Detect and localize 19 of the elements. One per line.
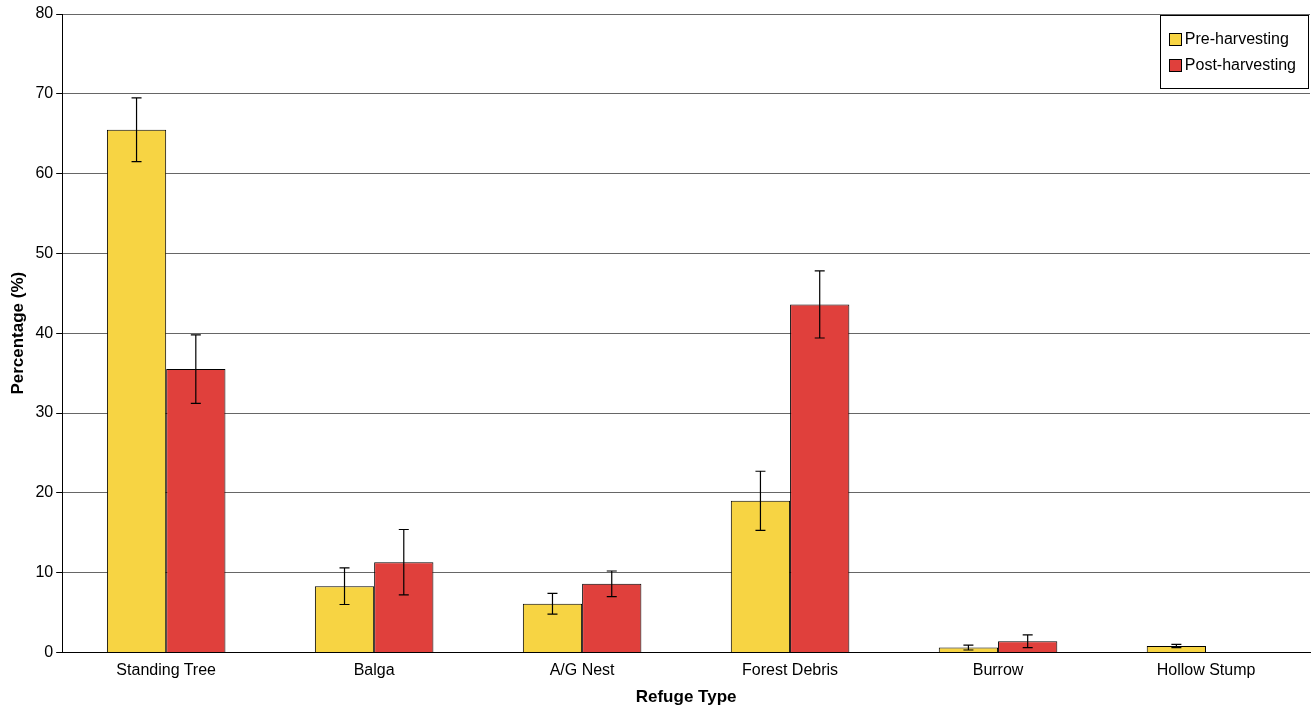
y-tick-label: 30: [35, 403, 54, 421]
y-tick-label: 70: [35, 84, 54, 102]
y-tick-label: 0: [44, 642, 54, 660]
legend-label: Pre-harvesting: [1184, 30, 1289, 48]
x-tick-label: Hollow Stump: [1156, 661, 1256, 679]
y-tick-label: 20: [35, 483, 54, 501]
y-tick-label: 60: [35, 164, 54, 182]
y-axis-title: Percentage (%): [7, 271, 27, 395]
y-tick-label: 40: [35, 323, 54, 341]
x-axis-title: Refuge Type: [635, 687, 737, 707]
y-tick-label: 50: [35, 243, 54, 261]
x-tick-label: Balga: [353, 661, 395, 679]
x-tick-label: Forest Debris: [742, 661, 839, 679]
x-tick-label: Burrow: [972, 661, 1024, 679]
x-tick-label: Standing Tree: [116, 661, 217, 679]
y-tick-label: 80: [35, 4, 54, 22]
legend-label: Post-harvesting: [1184, 56, 1296, 74]
y-tick-label: 10: [35, 563, 54, 581]
x-tick-label: A/G Nest: [549, 661, 616, 679]
